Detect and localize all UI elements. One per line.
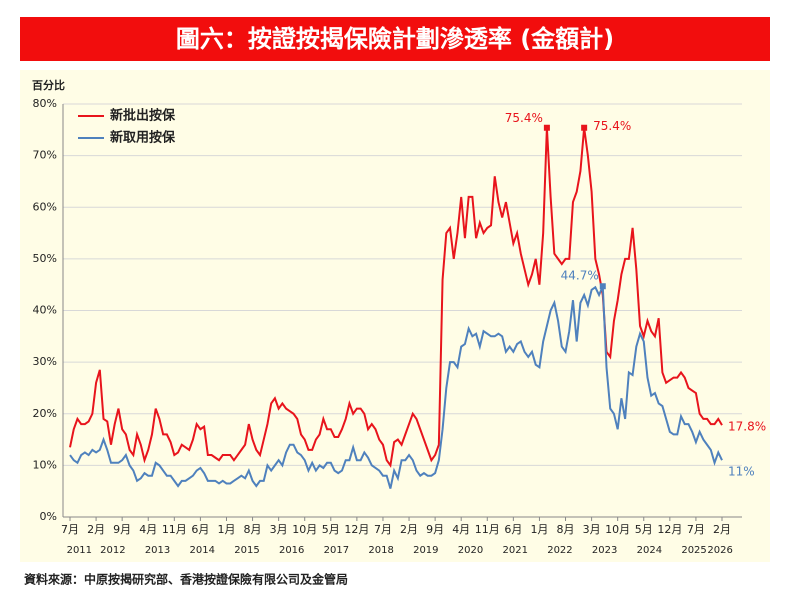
x-tick-label: 9月	[426, 523, 444, 536]
x-year-label: 2011	[67, 545, 92, 556]
x-tick-label: 3月	[270, 523, 288, 536]
x-tick-label: 1月	[530, 523, 548, 536]
series-line	[69, 285, 723, 489]
x-tick-label: 12月	[344, 523, 369, 536]
chart-background	[20, 70, 770, 562]
data-label: 75.4%	[505, 111, 543, 125]
x-year-label: 2018	[368, 545, 393, 556]
peak-marker	[543, 124, 550, 131]
y-tick-label: 80%	[33, 97, 57, 110]
y-tick-label: 50%	[33, 252, 57, 265]
data-label: 11%	[728, 465, 755, 479]
x-year-label: 2026	[707, 545, 732, 556]
y-tick-label: 60%	[33, 200, 57, 213]
x-tick-label: 12月	[657, 523, 682, 536]
x-tick-label: 10月	[605, 523, 630, 536]
y-tick-label: 40%	[33, 304, 57, 317]
x-tick-label: 2月	[713, 523, 731, 536]
y-tick-label: 30%	[33, 355, 57, 368]
y-tick-label: 20%	[33, 407, 57, 420]
x-tick-label: 1月	[217, 523, 235, 536]
x-tick-label: 9月	[113, 523, 131, 536]
x-year-label: 2013	[145, 545, 170, 556]
data-label: 44.7%	[561, 269, 599, 283]
x-year-label: 2019	[413, 545, 438, 556]
x-tick-label: 8月	[557, 523, 575, 536]
y-axis-label: 百分比	[32, 78, 65, 92]
x-year-label: 2020	[458, 545, 483, 556]
x-tick-label: 6月	[191, 523, 209, 536]
y-tick-label: 70%	[33, 149, 57, 162]
x-year-label: 2016	[279, 545, 304, 556]
y-tick-label: 10%	[33, 458, 57, 471]
y-tick-label: 0%	[40, 510, 57, 523]
x-tick-label: 7月	[687, 523, 705, 536]
x-tick-label: 4月	[452, 523, 470, 536]
x-tick-label: 5月	[635, 523, 653, 536]
x-year-label: 2014	[190, 545, 215, 556]
x-tick-label: 11月	[162, 523, 187, 536]
x-year-label: 2022	[547, 545, 572, 556]
legend-label: 新批出按保	[110, 108, 176, 124]
x-tick-label: 7月	[61, 523, 79, 536]
peak-marker	[581, 124, 588, 131]
data-label: 17.8%	[728, 420, 766, 434]
x-tick-label: 3月	[583, 523, 601, 536]
x-year-label: 2015	[234, 545, 259, 556]
peak-marker	[599, 283, 606, 290]
series-line	[69, 127, 723, 468]
x-tick-label: 7月	[374, 523, 392, 536]
x-tick-label: 2月	[400, 523, 418, 536]
x-year-label: 2024	[637, 545, 662, 556]
x-tick-label: 10月	[292, 523, 317, 536]
x-tick-label: 11月	[475, 523, 500, 536]
x-tick-label: 4月	[139, 523, 157, 536]
data-label: 75.4%	[593, 119, 631, 133]
x-year-label: 2023	[592, 545, 617, 556]
x-tick-label: 2月	[87, 523, 105, 536]
x-year-label: 2017	[324, 545, 349, 556]
x-year-label: 2025	[681, 545, 706, 556]
x-tick-label: 8月	[244, 523, 262, 536]
x-tick-label: 5月	[322, 523, 340, 536]
x-tick-label: 6月	[504, 523, 522, 536]
source-note: 資料來源：中原按揭研究部、香港按證保險有限公司及金管局	[24, 572, 348, 587]
x-year-label: 2021	[502, 545, 527, 556]
title-banner	[20, 17, 770, 61]
x-year-label: 2012	[100, 545, 125, 556]
chart-title: 圖六：按證按揭保險計劃滲透率 (金額計)	[176, 25, 614, 53]
legend-label: 新取用按保	[110, 130, 176, 146]
